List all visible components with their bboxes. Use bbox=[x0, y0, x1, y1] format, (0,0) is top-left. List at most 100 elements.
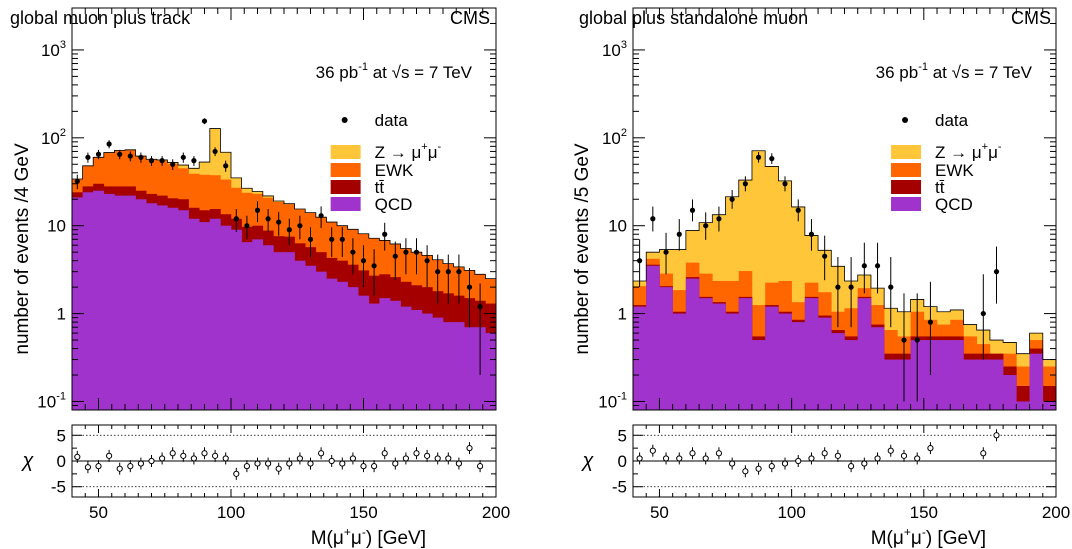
legend-swatch bbox=[891, 180, 922, 194]
bin-qcd bbox=[178, 210, 189, 410]
experiment-label: CMS bbox=[1011, 8, 1051, 28]
y-tick-label: 102 bbox=[602, 127, 627, 148]
chi-point bbox=[106, 452, 113, 459]
data-point bbox=[350, 249, 356, 255]
chi-point bbox=[980, 450, 987, 457]
chi-point bbox=[455, 460, 462, 467]
y-tick-label: 1 bbox=[618, 305, 627, 324]
chi-point bbox=[339, 460, 346, 467]
data-point bbox=[637, 258, 643, 264]
chi-point bbox=[148, 457, 155, 465]
data-point bbox=[318, 213, 324, 219]
data-point bbox=[382, 231, 388, 237]
data-point bbox=[403, 249, 409, 255]
bin-qcd bbox=[358, 295, 370, 410]
bin-qcd bbox=[712, 303, 726, 410]
chi-point bbox=[768, 463, 775, 470]
chi-point bbox=[715, 450, 723, 457]
data-point bbox=[74, 178, 80, 184]
data-point bbox=[466, 284, 473, 290]
experiment-label: CMS bbox=[450, 8, 490, 28]
bin-qcd bbox=[262, 245, 274, 410]
bin-qcd bbox=[672, 313, 687, 410]
legend-item-data: data bbox=[902, 111, 969, 130]
chi-point bbox=[927, 445, 934, 452]
data-point bbox=[117, 151, 123, 157]
data-point bbox=[742, 181, 748, 187]
legend-label: Z → μ+μ- bbox=[375, 141, 442, 162]
chi-point bbox=[821, 450, 828, 457]
total-outline bbox=[633, 150, 1056, 410]
bin-qcd bbox=[220, 225, 232, 410]
data-point bbox=[424, 258, 430, 264]
chi-point bbox=[84, 464, 92, 471]
ratio-tick-label: 0 bbox=[618, 452, 627, 471]
bin-qcd bbox=[765, 306, 779, 410]
data-point bbox=[85, 154, 91, 160]
bin-qcd bbox=[633, 306, 647, 410]
bin-qcd bbox=[93, 190, 105, 410]
data-point bbox=[456, 269, 462, 275]
data-point bbox=[676, 231, 682, 237]
y-axis: 10-1 1 10 102 103 bbox=[598, 7, 1056, 411]
bin-qcd bbox=[421, 313, 433, 410]
x-tick-label: 200 bbox=[482, 503, 510, 522]
chi-point bbox=[781, 460, 789, 467]
y-tick-label: 10-1 bbox=[598, 390, 627, 411]
chi-point bbox=[371, 463, 378, 470]
chi-point bbox=[649, 447, 656, 454]
legend-item-qcd: QCD bbox=[891, 195, 973, 214]
data-point bbox=[795, 207, 801, 213]
legend-marker bbox=[341, 117, 348, 123]
legend-item-data: data bbox=[341, 111, 408, 130]
bin-qcd bbox=[1016, 401, 1030, 410]
data-point bbox=[244, 223, 250, 229]
data-point bbox=[339, 236, 345, 242]
chi-point bbox=[190, 455, 197, 462]
chi-point bbox=[381, 450, 388, 457]
bin-qcd bbox=[337, 281, 348, 410]
bin-qcd bbox=[114, 195, 126, 410]
data-point bbox=[445, 269, 451, 275]
bin-qcd bbox=[870, 327, 885, 410]
bin-qcd bbox=[411, 309, 423, 410]
chi-point bbox=[676, 455, 683, 462]
chi-point bbox=[328, 457, 335, 465]
stack-areas bbox=[72, 128, 496, 410]
chi-point bbox=[318, 450, 325, 457]
data-point bbox=[716, 216, 722, 222]
bin-qcd bbox=[485, 333, 496, 410]
data-point bbox=[782, 181, 788, 187]
ratio-frame bbox=[71, 424, 497, 498]
chi-point bbox=[254, 460, 261, 467]
legend-swatch bbox=[330, 163, 361, 177]
bin-qcd bbox=[135, 199, 147, 410]
bin-qcd bbox=[72, 197, 83, 410]
x-tick-label: 150 bbox=[349, 503, 377, 522]
data-point bbox=[265, 216, 271, 222]
data-point bbox=[233, 216, 239, 222]
data-point bbox=[822, 253, 828, 259]
legend-label: EWK bbox=[375, 161, 414, 180]
chi-point bbox=[127, 463, 134, 470]
data-point bbox=[927, 319, 934, 325]
data-point bbox=[223, 163, 229, 169]
legend-swatch bbox=[891, 163, 922, 177]
bin-qcd bbox=[791, 322, 806, 410]
bin-qcd bbox=[831, 333, 845, 410]
bin-qcd bbox=[156, 205, 168, 410]
bin-qcd bbox=[252, 239, 264, 410]
legend-swatch bbox=[330, 197, 361, 211]
data-point bbox=[138, 154, 144, 160]
data-point bbox=[848, 284, 854, 290]
chi-point bbox=[636, 455, 643, 462]
chi-point bbox=[286, 460, 293, 467]
chi-point bbox=[808, 455, 815, 462]
data-point bbox=[993, 269, 1000, 275]
bin-qcd bbox=[464, 327, 476, 410]
bin-qcd bbox=[315, 271, 327, 410]
bin-qcd bbox=[305, 265, 317, 410]
chi-point bbox=[755, 465, 762, 472]
